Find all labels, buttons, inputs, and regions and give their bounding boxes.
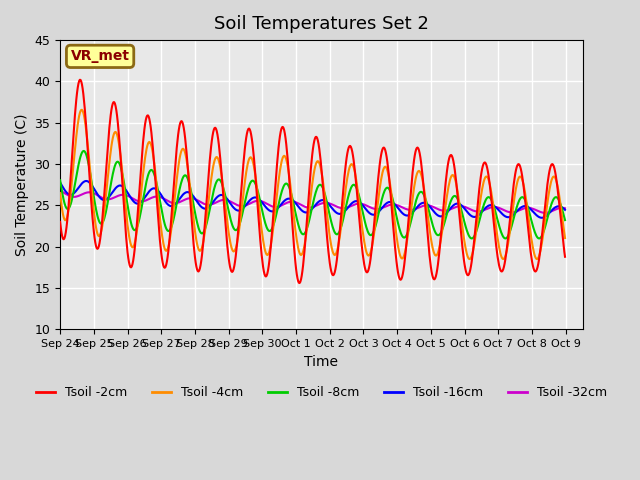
Y-axis label: Soil Temperature (C): Soil Temperature (C) [15, 113, 29, 256]
Title: Soil Temperatures Set 2: Soil Temperatures Set 2 [214, 15, 429, 33]
X-axis label: Time: Time [305, 355, 339, 369]
Legend: Tsoil -2cm, Tsoil -4cm, Tsoil -8cm, Tsoil -16cm, Tsoil -32cm: Tsoil -2cm, Tsoil -4cm, Tsoil -8cm, Tsoi… [31, 381, 612, 404]
Text: VR_met: VR_met [70, 49, 130, 63]
